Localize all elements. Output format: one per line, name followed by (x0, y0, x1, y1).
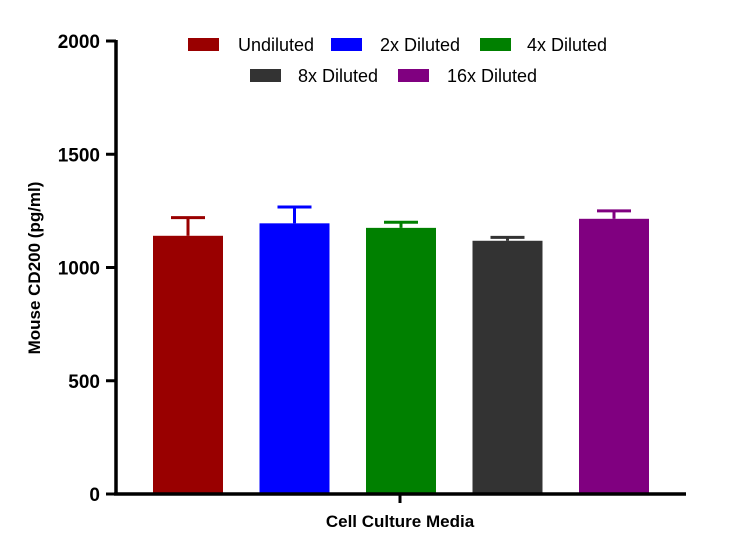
legend-item: 16x Diluted (398, 66, 537, 86)
bar (472, 240, 543, 494)
bar-group (472, 235, 543, 494)
axes: 0 500 1000 1500 2000 (58, 32, 686, 506)
bars (153, 205, 649, 495)
legend-swatch (250, 69, 281, 82)
bar-group (366, 220, 436, 495)
legend: Undiluted 2x Diluted 4x Diluted 8x Diluted 1… (188, 35, 607, 86)
x-axis-title: Cell Culture Media (326, 512, 475, 531)
bar (153, 235, 223, 495)
bar (259, 223, 330, 494)
legend-item: Undiluted (188, 35, 314, 55)
bar-group (579, 209, 649, 495)
y-axis-title: Mouse CD200 (pg/ml) (25, 182, 44, 355)
legend-label: 2x Diluted (380, 35, 460, 55)
legend-item: 4x Diluted (480, 35, 607, 55)
legend-label: 16x Diluted (447, 66, 537, 86)
legend-swatch (188, 38, 219, 51)
legend-item: 2x Diluted (331, 35, 460, 55)
y-tick-label: 2000 (58, 32, 100, 53)
legend-label: Undiluted (238, 35, 314, 55)
legend-swatch (480, 38, 511, 51)
bar-group (259, 205, 330, 494)
y-tick-label: 1000 (58, 259, 100, 280)
legend-swatch (398, 69, 429, 82)
legend-item: 8x Diluted (250, 66, 378, 86)
y-tick-label: 500 (68, 372, 100, 393)
bar-group (153, 216, 223, 495)
bar (366, 227, 436, 495)
legend-label: 8x Diluted (298, 66, 378, 86)
legend-swatch (331, 38, 362, 51)
y-tick-label: 1500 (58, 145, 100, 166)
legend-label: 4x Diluted (527, 35, 607, 55)
bar (579, 218, 649, 495)
y-tick-label: 0 (89, 485, 100, 506)
